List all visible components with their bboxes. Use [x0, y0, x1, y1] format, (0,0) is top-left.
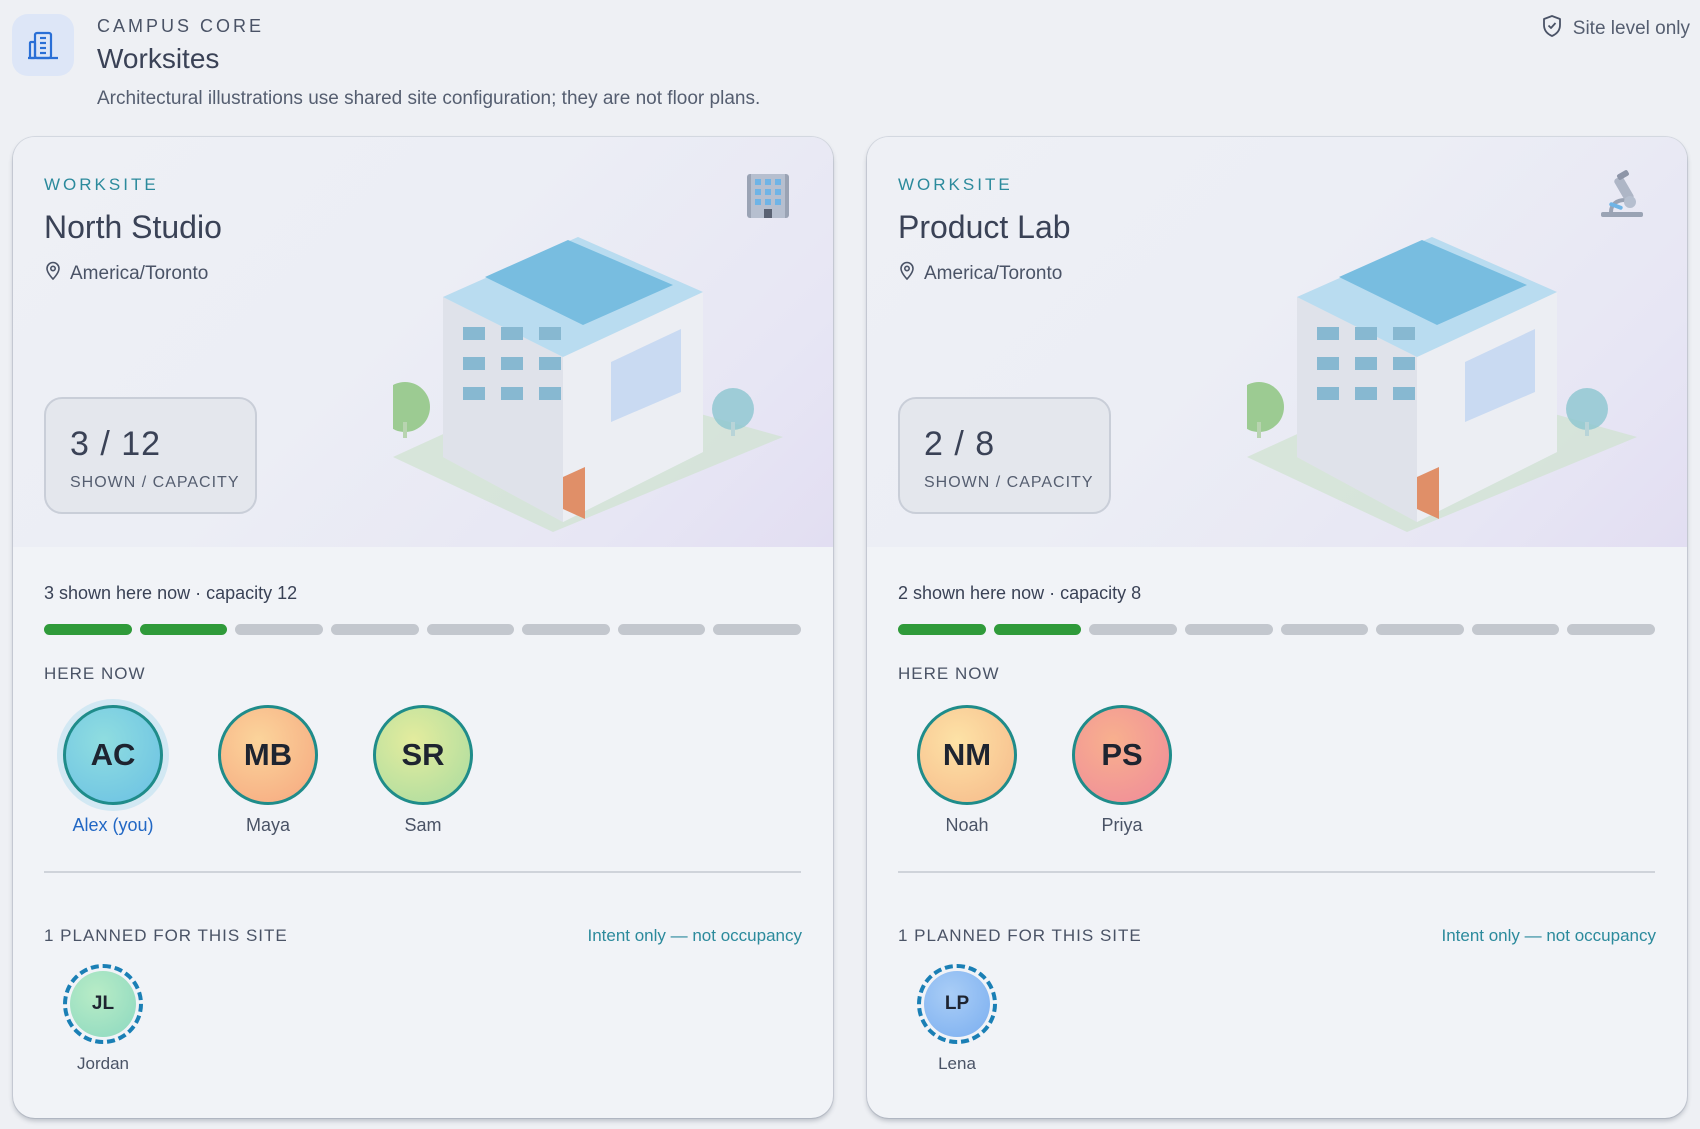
capacity-segment-empty — [522, 624, 610, 635]
occupancy-summary: 3 shown here now · capacity 12 — [44, 583, 298, 603]
capacity-segment-empty — [235, 624, 323, 635]
microscope-icon — [1597, 170, 1647, 223]
planned-label: 1 PLANNED FOR THIS SITE — [44, 926, 288, 945]
site-name: North Studio — [44, 209, 222, 245]
capacity-segment-empty — [1184, 624, 1273, 635]
person-name: Priya — [1101, 815, 1143, 835]
capacity-segment-empty — [713, 624, 801, 635]
capacity-segment-empty — [1376, 624, 1464, 635]
capacity-segment-empty — [426, 624, 515, 635]
location-pin-icon — [898, 261, 916, 287]
planned-note: Intent only — not occupancy — [587, 926, 802, 945]
person-priya[interactable]: PS Priya — [1072, 705, 1172, 836]
card-eyebrow: WORKSITE — [44, 175, 159, 194]
building-illustration — [380, 237, 813, 542]
planned-name: Lena — [938, 1054, 976, 1073]
person-name-you[interactable]: Alex (you) — [72, 815, 154, 835]
planned-avatar: JL — [63, 964, 143, 1044]
section-divider — [44, 871, 801, 873]
capacity-segment-empty — [617, 624, 706, 635]
avatar: MB — [218, 705, 318, 805]
person-name: Maya — [245, 815, 290, 835]
here-now-list: NM Noah PS Priya — [917, 705, 1172, 836]
capacity-segment-empty — [1280, 624, 1369, 635]
timezone-label: America/Toronto — [924, 263, 1063, 284]
site-timezone: America/Toronto — [898, 261, 1062, 287]
planned-initials: LP — [924, 971, 990, 1037]
occupancy-summary: 2 shown here now · capacity 8 — [898, 583, 1142, 603]
planned-name: Jordan — [77, 1054, 129, 1073]
capacity-segment-filled — [993, 624, 1082, 635]
avatar: SR — [373, 705, 473, 805]
person-name: Sam — [404, 815, 442, 835]
capacity-box: 3 / 12 SHOWN / CAPACITY — [44, 397, 257, 514]
planned-note: Intent only — not occupancy — [1441, 926, 1656, 945]
site-name: Product Lab — [898, 209, 1071, 245]
worksite-card-product-lab[interactable]: WORKSITE Product Lab America/Toronto — [867, 137, 1687, 1118]
scope-indicator: Site level only — [1541, 14, 1690, 44]
avatar: PS — [1072, 705, 1172, 805]
scope-label: Site level only — [1572, 18, 1690, 39]
here-now-label: HERE NOW — [44, 664, 146, 683]
capacity-meter — [898, 624, 1655, 635]
section-divider — [898, 871, 1655, 873]
capacity-box: 2 / 8 SHOWN / CAPACITY — [898, 397, 1111, 514]
person-noah[interactable]: NM Noah — [917, 705, 1017, 836]
capacity-label: SHOWN / CAPACITY — [924, 474, 1094, 491]
timezone-label: America/Toronto — [70, 263, 209, 284]
page-title: Worksites — [97, 43, 220, 74]
capacity-value: 3 / 12 — [70, 425, 162, 463]
office-building-icon — [743, 170, 793, 223]
capacity-value: 2 / 8 — [924, 425, 996, 463]
planned-person-jordan[interactable]: JL Jordan — [63, 964, 143, 1074]
person-sam[interactable]: SR Sam — [373, 705, 473, 836]
capacity-segment-filled — [139, 624, 228, 635]
avatar: NM — [917, 705, 1017, 805]
avatar: AC — [63, 705, 163, 805]
page-subtitle: Architectural illustrations use shared s… — [97, 88, 761, 109]
building-illustration — [1234, 237, 1667, 542]
capacity-segment-empty — [1567, 624, 1655, 635]
app-eyebrow: CAMPUS CORE — [97, 16, 265, 36]
building-icon — [12, 14, 74, 76]
worksite-card-north-studio[interactable]: WORKSITE North Studio America/Toronto — [13, 137, 833, 1118]
planned-person-lena[interactable]: LP Lena — [917, 964, 997, 1074]
capacity-segment-empty — [1089, 624, 1177, 635]
capacity-segment-filled — [898, 624, 986, 635]
person-alex[interactable]: AC Alex (you) — [63, 705, 163, 836]
card-eyebrow: WORKSITE — [898, 175, 1013, 194]
person-name: Noah — [945, 815, 989, 835]
capacity-meter — [44, 624, 801, 635]
capacity-label: SHOWN / CAPACITY — [70, 474, 240, 491]
here-now-label: HERE NOW — [898, 664, 1000, 683]
planned-avatar: LP — [917, 964, 997, 1044]
person-maya[interactable]: MB Maya — [218, 705, 318, 836]
planned-label: 1 PLANNED FOR THIS SITE — [898, 926, 1142, 945]
planned-initials: JL — [70, 971, 136, 1037]
here-now-list: AC Alex (you) MB Maya SR Sam — [63, 705, 473, 836]
capacity-segment-empty — [330, 624, 419, 635]
capacity-segment-filled — [44, 624, 132, 635]
site-timezone: America/Toronto — [44, 261, 208, 287]
shield-check-icon — [1541, 14, 1563, 44]
capacity-segment-empty — [1471, 624, 1560, 635]
location-pin-icon — [44, 261, 62, 287]
